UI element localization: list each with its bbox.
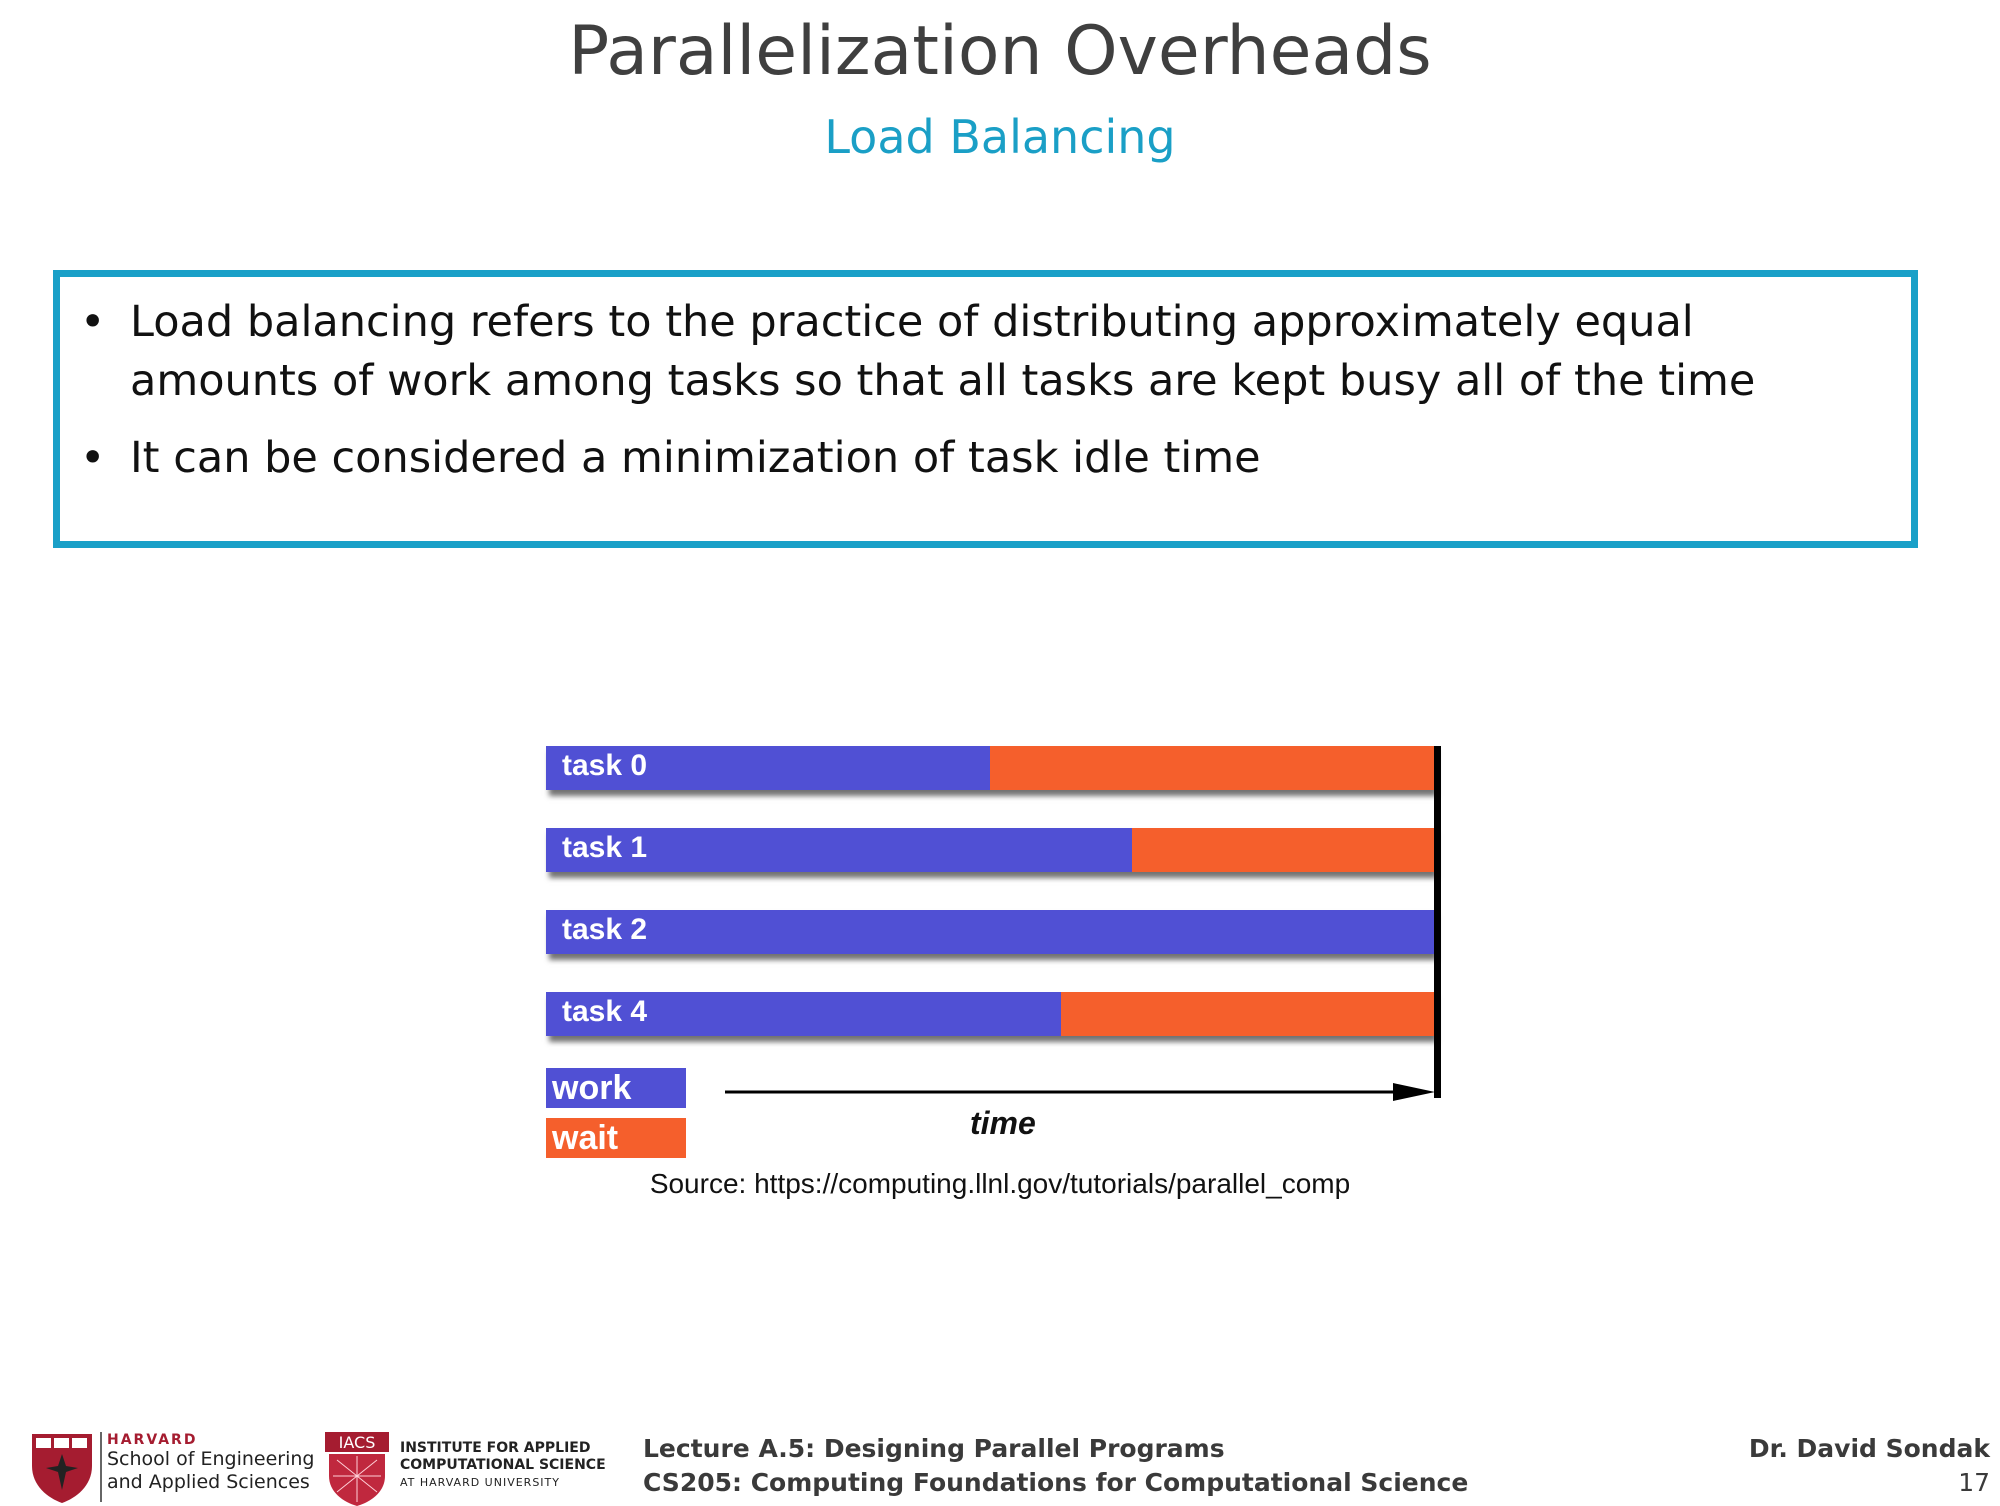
legend-work: work <box>546 1068 686 1108</box>
task-label: task 4 <box>562 995 648 1028</box>
iacs-logo-icon: IACS <box>325 1432 389 1506</box>
bullet-text: Load balancing refers to the practice of… <box>130 297 1756 406</box>
iacs-line2: COMPUTATIONAL SCIENCE <box>400 1457 606 1473</box>
iacs-line1: INSTITUTE FOR APPLIED <box>400 1440 591 1456</box>
harvard-shield-icon <box>32 1434 92 1503</box>
seas-line2: and Applied Sciences <box>107 1471 310 1493</box>
lecture-title: Lecture A.5: Designing Parallel Programs <box>643 1434 1225 1463</box>
completion-line <box>1434 746 1441 1098</box>
author-name: Dr. David Sondak <box>1748 1434 1990 1463</box>
task-label: task 1 <box>562 831 648 864</box>
load-balance-figure: task 0 task 1 task 2 task 4 work wait time <box>540 740 1460 1160</box>
bullet-list: • Load balancing refers to the practice … <box>60 277 1911 488</box>
bullet-text: It can be considered a minimization of t… <box>130 433 1261 483</box>
bullet-item: • It can be considered a minimization of… <box>80 429 1851 488</box>
seas-line1: School of Engineering <box>107 1448 315 1470</box>
source-caption: Source: https://computing.llnl.gov/tutor… <box>649 1168 1351 1199</box>
work-segment <box>546 746 990 790</box>
task-bar: task 4 <box>546 992 1434 1036</box>
bullet-dot-icon: • <box>80 297 106 347</box>
work-segment <box>546 992 1062 1036</box>
author-info: Dr. David Sondak 17 <box>1749 1432 1990 1500</box>
harvard-label: HARVARD <box>107 1432 198 1448</box>
bullet-box: • Load balancing refers to the practice … <box>53 270 1918 548</box>
iacs-wordmark: INSTITUTE FOR APPLIED COMPUTATIONAL SCIE… <box>400 1440 606 1491</box>
slide-title: Parallelization Overheads <box>568 12 1432 91</box>
iacs-badge-text: IACS <box>339 1433 376 1452</box>
task-label: task 0 <box>562 749 648 782</box>
work-segment <box>546 910 1434 954</box>
legend-wait: wait <box>546 1118 686 1158</box>
task-bar: task 0 <box>546 746 1434 790</box>
work-segment <box>546 828 1133 872</box>
iacs-line3: AT HARVARD UNIVERSITY <box>400 1476 560 1489</box>
slide-subtitle: Load Balancing <box>824 110 1176 164</box>
task-label: task 2 <box>562 913 648 946</box>
task-bar: task 2 <box>546 910 1434 954</box>
task-bar: task 1 <box>546 828 1434 872</box>
time-arrow-icon <box>725 1083 1435 1101</box>
bullet-dot-icon: • <box>80 433 106 483</box>
bullet-item: • Load balancing refers to the practice … <box>80 293 1851 411</box>
seas-wordmark: HARVARD School of Engineering and Applie… <box>107 1432 314 1494</box>
course-title: CS205: Computing Foundations for Computa… <box>643 1468 1469 1497</box>
footer-divider <box>100 1432 102 1502</box>
lecture-info: Lecture A.5: Designing Parallel Programs… <box>643 1432 1468 1500</box>
page-number: 17 <box>1958 1468 1990 1497</box>
time-axis-label: time <box>970 1105 1036 1141</box>
